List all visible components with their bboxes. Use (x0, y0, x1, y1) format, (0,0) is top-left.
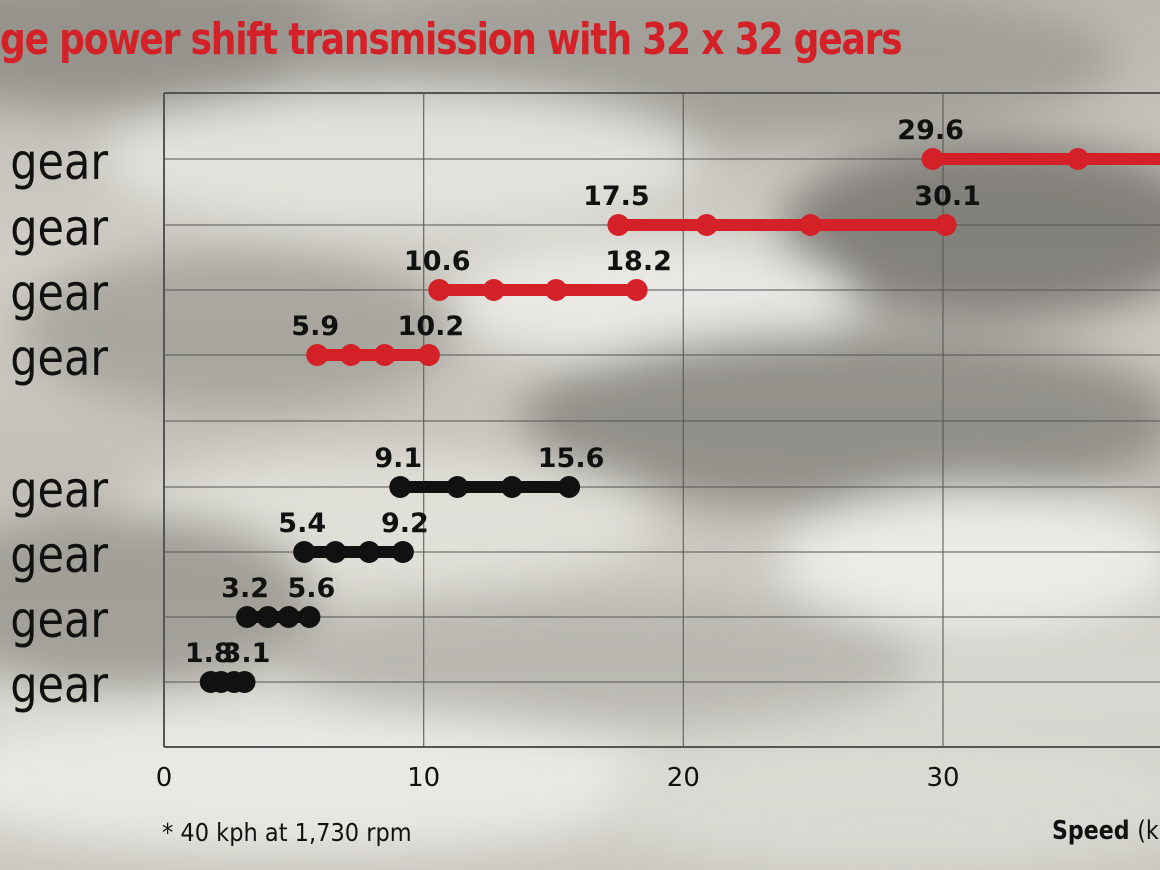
row-label: t gear (0, 329, 109, 387)
min-value-label: 17.5 (583, 181, 650, 212)
gear-point (625, 279, 648, 301)
gear-point (500, 476, 523, 498)
gear-range-upper: 5.9 10.2 (291, 311, 464, 366)
max-value-label: 5.6 (287, 573, 335, 604)
gear-point (389, 476, 412, 498)
max-value-label: 18.2 (605, 246, 672, 277)
footnote: * 40 kph at 1,730 rpm (162, 818, 412, 847)
gear-point (934, 214, 957, 236)
gear-point (391, 541, 414, 563)
gear-point (921, 148, 944, 170)
gear-point (324, 541, 347, 563)
gear-point (339, 344, 362, 366)
gear-point (277, 606, 300, 628)
min-value-label: 29.6 (897, 115, 964, 146)
gear-point (428, 279, 451, 301)
gear-point (1067, 148, 1090, 170)
x-axis-label: Speed (1052, 816, 1130, 846)
x-axis-title: Speed (k (1052, 816, 1159, 846)
gear-range-lower: 9.1 15.6 (374, 443, 604, 498)
x-axis-unit: (k (1137, 816, 1159, 846)
min-value-label: 9.1 (374, 443, 422, 474)
gear-point (306, 344, 329, 366)
gear-point (293, 541, 316, 563)
min-value-label: 1.8 (185, 638, 233, 669)
gear-range-lower: 5.4 9.2 (278, 508, 429, 563)
x-tick-label: 0 (156, 763, 173, 793)
gear-ranges: 29.6 17.5 30.1 10.6 18.2 5.9 10.2 9.1 15.6 5.4 9.2… (185, 115, 1160, 693)
row-label: d gear (0, 264, 109, 322)
x-axis-ticks: 0 10 20 30 (156, 763, 960, 793)
chart-title: ge power shift transmission with 32 x 32… (0, 14, 903, 65)
gear-point (545, 279, 568, 301)
grid (163, 92, 1160, 748)
row-label: n gear (0, 133, 109, 191)
row-label: t gear (0, 656, 109, 714)
x-tick-label: 20 (667, 763, 700, 793)
gear-point (233, 671, 256, 693)
gear-point (417, 344, 440, 366)
max-value-label: 15.6 (538, 443, 605, 474)
gear-range-upper: 10.6 18.2 (404, 246, 672, 301)
row-label: n gear (0, 461, 109, 519)
gear-point (482, 279, 505, 301)
gear-range-lower: 3.2 5.6 (221, 573, 335, 628)
gear-point (373, 344, 396, 366)
min-value-label: 5.9 (291, 311, 339, 342)
gear-point (446, 476, 469, 498)
max-value-label: 10.2 (398, 311, 465, 342)
row-label: d gear (0, 526, 109, 584)
min-value-label: 10.6 (404, 246, 471, 277)
gear-point (799, 214, 822, 236)
x-tick-label: 10 (407, 763, 440, 793)
row-labels: n gear d gear d gear t gear n gear d gear d ge… (0, 133, 109, 714)
min-value-label: 5.4 (278, 508, 326, 539)
row-label: d gear (0, 591, 109, 649)
gear-point (358, 541, 381, 563)
gear-point (256, 606, 279, 628)
gear-point (558, 476, 581, 498)
gear-point (236, 606, 259, 628)
max-value-label: 9.2 (381, 508, 429, 539)
gear-point (607, 214, 630, 236)
gear-point (695, 214, 718, 236)
gear-point (298, 606, 321, 628)
gear-range-upper: 17.5 30.1 (583, 181, 981, 236)
min-value-label: 3.2 (221, 573, 269, 604)
max-value-label: 30.1 (914, 181, 981, 212)
gear-range-upper: 29.6 (897, 115, 1160, 170)
max-value-label: 3.1 (223, 638, 271, 669)
row-label: d gear (0, 199, 109, 257)
gear-range-lower: 1.83.1 (185, 638, 271, 693)
x-tick-label: 30 (926, 763, 959, 793)
